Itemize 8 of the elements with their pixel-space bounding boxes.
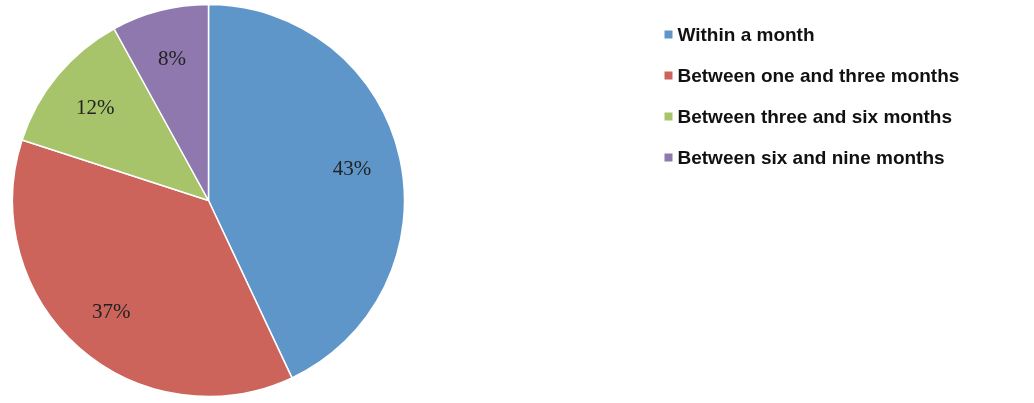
- legend-label: Between six and nine months: [677, 147, 945, 168]
- legend-label: Within a month: [677, 24, 815, 45]
- data-label: 12%: [75, 94, 115, 119]
- legend-label: Between one and three months: [677, 65, 960, 86]
- legend-label: Between three and six months: [677, 106, 953, 127]
- data-label: 43%: [332, 156, 372, 181]
- data-label: 8%: [157, 46, 186, 71]
- data-label: 37%: [92, 298, 131, 323]
